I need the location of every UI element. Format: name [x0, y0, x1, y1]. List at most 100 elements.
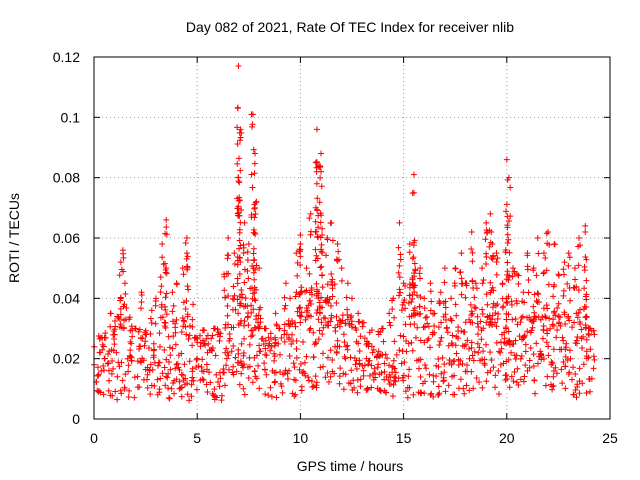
data-point: [519, 313, 526, 320]
data-point: [395, 269, 402, 276]
data-point: [582, 228, 589, 235]
data-point: [308, 285, 315, 292]
data-point: [452, 342, 459, 349]
data-point: [204, 349, 211, 356]
data-point: [503, 299, 510, 306]
x-tick-label: 0: [90, 430, 98, 446]
data-point: [562, 344, 569, 351]
data-point: [127, 347, 134, 354]
data-point: [297, 289, 304, 296]
data-point: [105, 360, 112, 367]
data-point: [278, 334, 285, 341]
data-point: [139, 355, 146, 362]
data-point: [377, 352, 384, 359]
data-point: [288, 341, 295, 348]
data-point: [172, 341, 179, 348]
data-point: [542, 254, 549, 261]
data-point: [315, 234, 322, 241]
data-point: [238, 340, 245, 347]
data-point: [234, 275, 241, 282]
data-point: [494, 315, 501, 322]
data-point: [193, 356, 200, 363]
data-point: [577, 306, 584, 313]
data-point: [421, 295, 428, 302]
data-point: [410, 254, 417, 261]
data-point: [498, 345, 505, 352]
data-point: [451, 372, 458, 379]
data-point: [494, 255, 501, 262]
data-point: [121, 386, 128, 393]
data-point: [306, 215, 313, 222]
data-point: [107, 310, 114, 317]
data-point: [353, 365, 360, 372]
data-point: [307, 325, 314, 332]
data-point: [317, 174, 324, 181]
data-point: [351, 384, 358, 391]
data-point: [368, 327, 375, 334]
data-point: [420, 324, 427, 331]
data-point: [587, 346, 594, 353]
data-point: [199, 376, 206, 383]
data-point: [348, 367, 355, 374]
data-point: [436, 298, 443, 305]
data-point: [157, 274, 164, 281]
data-point: [587, 325, 594, 332]
data-point: [125, 362, 132, 369]
data-point: [241, 266, 248, 273]
data-point: [184, 391, 191, 398]
data-point: [329, 293, 336, 300]
data-point: [283, 331, 290, 338]
data-point: [176, 367, 183, 374]
data-point: [586, 375, 593, 382]
data-point: [525, 277, 532, 284]
data-point: [395, 244, 402, 251]
data-point: [117, 387, 124, 394]
data-point: [452, 265, 459, 272]
data-point: [189, 368, 196, 375]
data-point: [236, 179, 243, 186]
data-point: [226, 366, 233, 373]
data-point: [214, 326, 221, 333]
data-point: [376, 387, 383, 394]
data-point: [275, 340, 282, 347]
data-point: [203, 381, 210, 388]
data-point: [401, 359, 408, 366]
data-point: [376, 371, 383, 378]
data-point: [111, 336, 118, 343]
data-point: [555, 272, 562, 279]
data-point: [316, 310, 323, 317]
data-point: [546, 241, 553, 248]
data-point: [237, 358, 244, 365]
y-tick-label: 0.08: [53, 170, 80, 186]
data-point: [138, 299, 145, 306]
data-point: [426, 371, 433, 378]
data-point: [550, 373, 557, 380]
data-point: [238, 294, 245, 301]
data-point: [147, 330, 154, 337]
data-point: [231, 292, 238, 299]
data-point: [581, 263, 588, 270]
data-point: [480, 348, 487, 355]
data-point: [183, 331, 190, 338]
data-point: [520, 289, 527, 296]
data-point: [386, 380, 393, 387]
data-point: [355, 340, 362, 347]
data-point: [570, 391, 577, 398]
data-point: [314, 206, 321, 213]
data-point: [169, 289, 176, 296]
data-point: [512, 337, 519, 344]
data-point: [504, 376, 511, 383]
data-point: [318, 319, 325, 326]
data-point: [550, 316, 557, 323]
data-point: [178, 371, 185, 378]
data-point: [225, 321, 232, 328]
data-point: [163, 224, 170, 231]
data-point: [405, 340, 412, 347]
data-point: [461, 328, 468, 335]
data-point: [183, 255, 190, 262]
data-point: [115, 314, 122, 321]
data-point: [302, 316, 309, 323]
data-point: [576, 235, 583, 241]
data-point: [479, 265, 486, 272]
data-point: [194, 355, 201, 362]
